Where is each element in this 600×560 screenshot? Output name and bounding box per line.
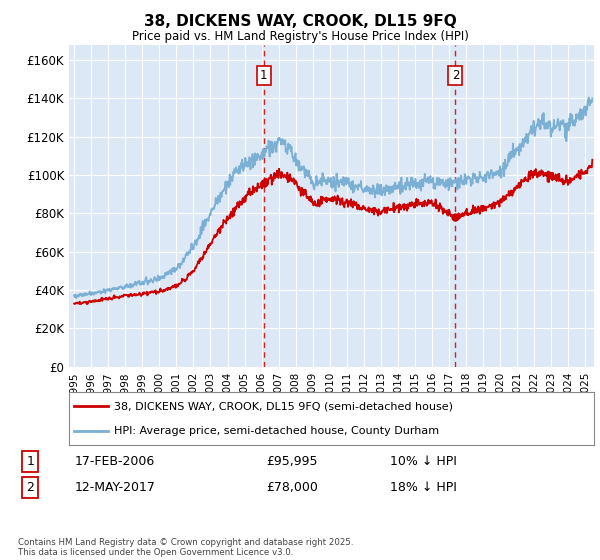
Text: 1: 1 <box>26 455 34 468</box>
Text: 18% ↓ HPI: 18% ↓ HPI <box>390 480 457 494</box>
Text: Contains HM Land Registry data © Crown copyright and database right 2025.
This d: Contains HM Land Registry data © Crown c… <box>18 538 353 557</box>
Text: 12-MAY-2017: 12-MAY-2017 <box>74 480 155 494</box>
Text: 17-FEB-2006: 17-FEB-2006 <box>74 455 155 468</box>
Text: 10% ↓ HPI: 10% ↓ HPI <box>390 455 457 468</box>
Text: 38, DICKENS WAY, CROOK, DL15 9FQ: 38, DICKENS WAY, CROOK, DL15 9FQ <box>143 14 457 29</box>
Text: 1: 1 <box>260 69 268 82</box>
Text: £95,995: £95,995 <box>266 455 317 468</box>
Text: 38, DICKENS WAY, CROOK, DL15 9FQ (semi-detached house): 38, DICKENS WAY, CROOK, DL15 9FQ (semi-d… <box>113 402 452 412</box>
Text: £78,000: £78,000 <box>266 480 318 494</box>
Text: 2: 2 <box>452 69 459 82</box>
Text: HPI: Average price, semi-detached house, County Durham: HPI: Average price, semi-detached house,… <box>113 426 439 436</box>
Text: Price paid vs. HM Land Registry's House Price Index (HPI): Price paid vs. HM Land Registry's House … <box>131 30 469 43</box>
Text: 2: 2 <box>26 480 34 494</box>
